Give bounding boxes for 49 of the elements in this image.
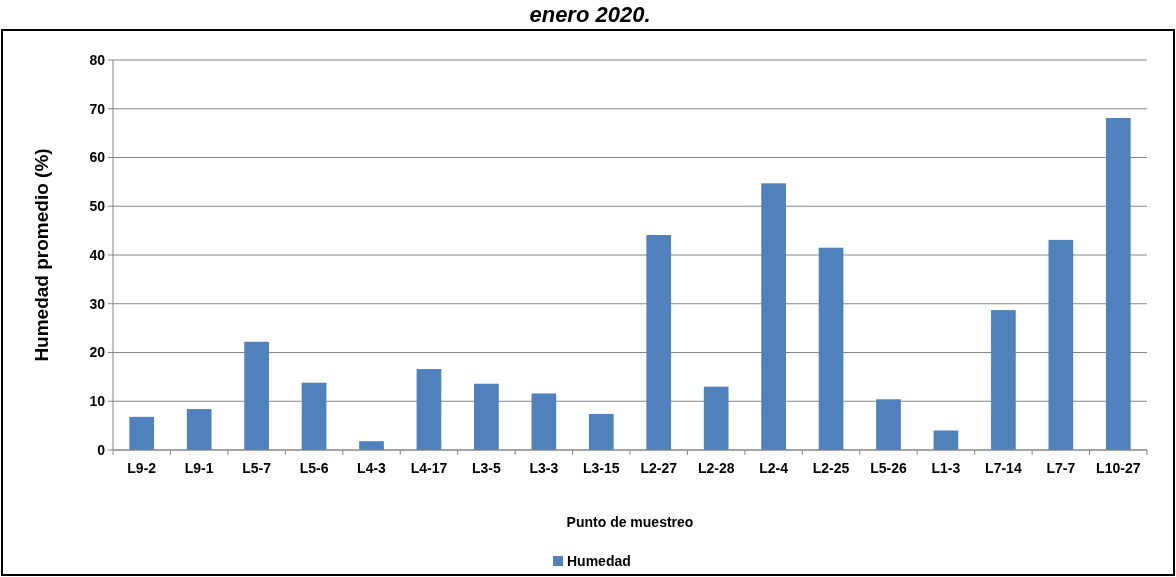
x-tick-label: L2-25 xyxy=(812,460,850,476)
y-tick-label: 50 xyxy=(89,198,106,215)
bar xyxy=(301,382,327,450)
y-tick-label: 20 xyxy=(89,344,106,361)
legend-label: Humedad xyxy=(567,553,631,569)
y-tick-label: 30 xyxy=(89,295,106,312)
x-tick-label: L10-27 xyxy=(1096,460,1141,476)
x-tick-label: L4-3 xyxy=(357,460,387,476)
bar xyxy=(933,430,959,450)
bar xyxy=(244,341,269,450)
bar xyxy=(703,386,729,450)
bar xyxy=(359,441,384,450)
bar xyxy=(876,399,901,450)
x-tick-label: L1-3 xyxy=(931,460,961,476)
x-tick-label: L9-2 xyxy=(127,460,157,476)
y-tick-label: 10 xyxy=(89,393,106,410)
x-axis-title: Punto de muestreo xyxy=(566,514,694,530)
bar xyxy=(588,413,614,450)
bar xyxy=(129,416,155,450)
bar xyxy=(416,369,442,450)
y-tick-label: 80 xyxy=(89,51,106,68)
x-tick-label: L4-17 xyxy=(410,460,448,476)
bar xyxy=(531,393,557,450)
x-tick-label: L7-7 xyxy=(1046,460,1076,476)
chart-title: enero 2020. xyxy=(529,2,651,27)
x-tick-label: L3-3 xyxy=(529,460,559,476)
x-tick-label: L3-15 xyxy=(582,460,620,476)
x-tick-label: L5-6 xyxy=(299,460,329,476)
x-tick-label: L9-1 xyxy=(184,460,214,476)
x-tick-label: L7-14 xyxy=(985,460,1022,476)
bar xyxy=(474,383,499,450)
bar xyxy=(1105,118,1131,450)
x-tick-label: L5-7 xyxy=(242,460,272,476)
x-tick-label: L3-5 xyxy=(471,460,501,476)
bar xyxy=(186,409,212,450)
bar xyxy=(818,247,844,450)
x-tick-label: L5-26 xyxy=(870,460,907,476)
x-tick-label: L2-27 xyxy=(640,460,678,476)
bar xyxy=(761,183,786,450)
y-tick-label: 40 xyxy=(89,246,106,263)
x-tick-label: L2-4 xyxy=(759,460,789,476)
y-axis-title: Humedad promedio (%) xyxy=(31,148,52,362)
bar xyxy=(1048,239,1074,450)
bar xyxy=(646,235,672,450)
y-tick-label: 60 xyxy=(89,149,106,166)
x-tick-label: L2-28 xyxy=(697,460,735,476)
y-tick-label: 70 xyxy=(89,100,106,117)
y-tick-label: 0 xyxy=(97,441,106,458)
bar xyxy=(991,310,1016,450)
